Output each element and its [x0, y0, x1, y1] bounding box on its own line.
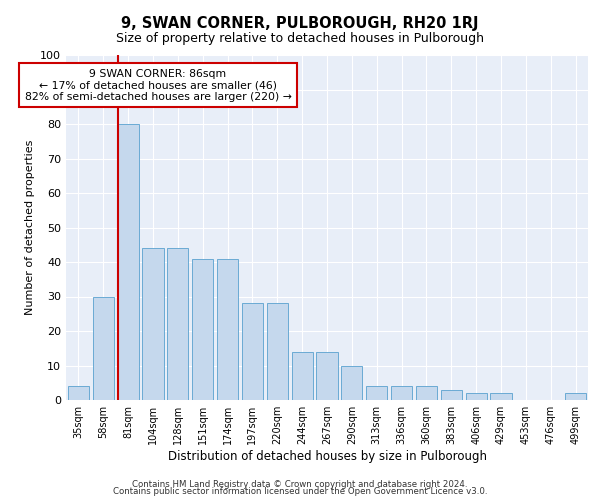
Y-axis label: Number of detached properties: Number of detached properties — [25, 140, 35, 315]
Bar — [341, 366, 362, 400]
Text: Size of property relative to detached houses in Pulborough: Size of property relative to detached ho… — [116, 32, 484, 45]
Bar — [366, 386, 387, 400]
Text: Contains public sector information licensed under the Open Government Licence v3: Contains public sector information licen… — [113, 488, 487, 496]
Bar — [466, 393, 487, 400]
Text: 9, SWAN CORNER, PULBOROUGH, RH20 1RJ: 9, SWAN CORNER, PULBOROUGH, RH20 1RJ — [121, 16, 479, 31]
Bar — [118, 124, 139, 400]
Bar — [242, 304, 263, 400]
Bar — [316, 352, 338, 400]
Bar — [192, 258, 213, 400]
Bar — [292, 352, 313, 400]
Bar — [441, 390, 462, 400]
Text: 9 SWAN CORNER: 86sqm
← 17% of detached houses are smaller (46)
82% of semi-detac: 9 SWAN CORNER: 86sqm ← 17% of detached h… — [25, 69, 292, 102]
Bar — [142, 248, 164, 400]
X-axis label: Distribution of detached houses by size in Pulborough: Distribution of detached houses by size … — [167, 450, 487, 463]
Bar — [93, 296, 114, 400]
Text: Contains HM Land Registry data © Crown copyright and database right 2024.: Contains HM Land Registry data © Crown c… — [132, 480, 468, 489]
Bar — [68, 386, 89, 400]
Bar — [167, 248, 188, 400]
Bar — [267, 304, 288, 400]
Bar — [490, 393, 512, 400]
Bar — [391, 386, 412, 400]
Bar — [565, 393, 586, 400]
Bar — [217, 258, 238, 400]
Bar — [416, 386, 437, 400]
